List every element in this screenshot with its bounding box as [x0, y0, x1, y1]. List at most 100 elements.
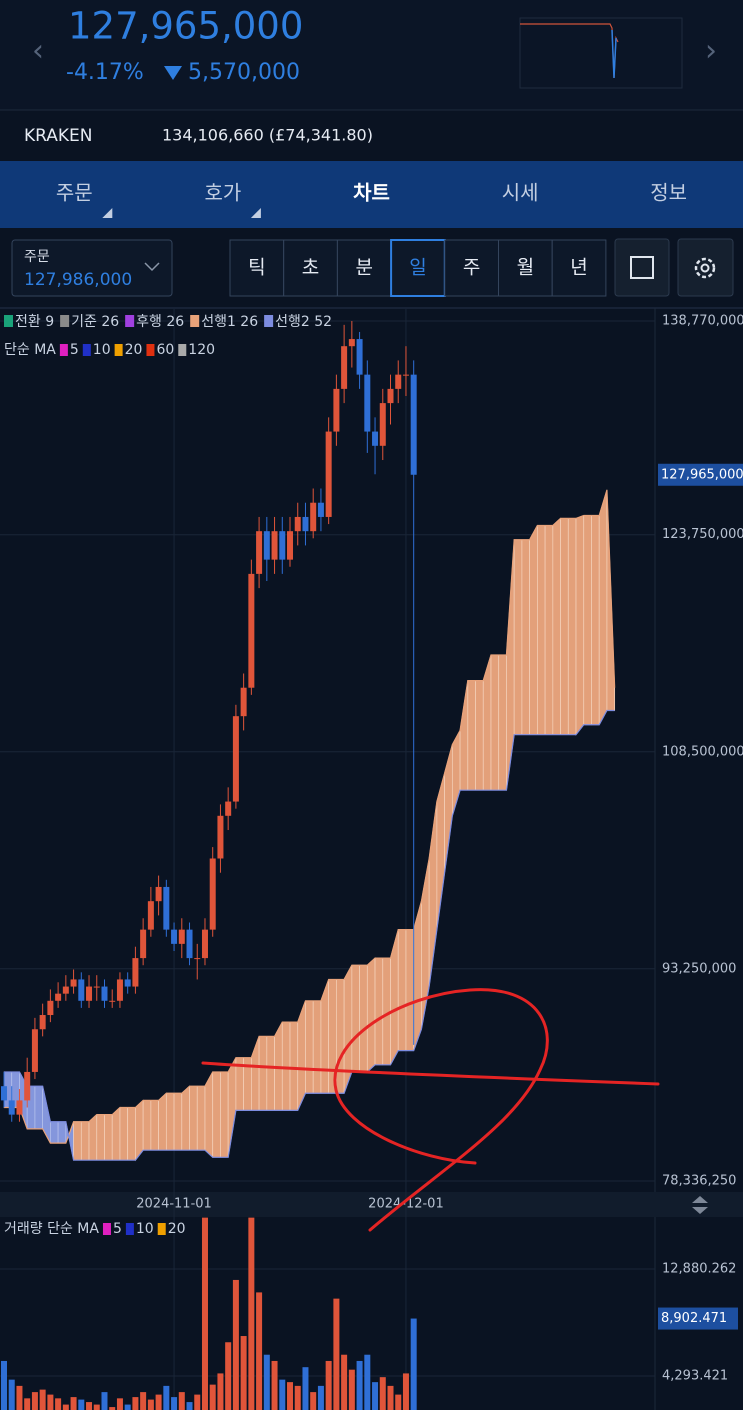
gear-icon [694, 257, 716, 279]
cloud-edge [4, 709, 615, 1161]
legend-title: 단순 MA [4, 342, 56, 358]
volume-bar [248, 1217, 255, 1410]
cloud-segment [165, 1092, 175, 1151]
settings-button[interactable] [677, 238, 734, 297]
candle-body [317, 502, 324, 517]
cloud-segment [73, 1121, 82, 1161]
period-button[interactable] [336, 239, 392, 297]
candle-body [364, 374, 371, 432]
down-icon [164, 66, 182, 80]
tab[interactable]: 차트 [353, 181, 390, 205]
dropdown-icon [144, 262, 160, 272]
candle-body [240, 687, 247, 717]
cloud-segment [583, 515, 592, 726]
candle-body [333, 388, 340, 432]
cloud-segment [281, 1021, 291, 1111]
prev-arrow[interactable]: ‹ [32, 34, 44, 69]
cloud-segment [181, 1085, 190, 1151]
cloud-segment [560, 518, 569, 736]
candle-body [279, 531, 286, 560]
cloud-segment [96, 1114, 105, 1161]
legend-swatch [125, 315, 135, 327]
volume-bar [194, 1394, 201, 1410]
cloud-segment [312, 1000, 322, 1094]
volume-tag [658, 1307, 738, 1330]
candle-body [1, 1086, 7, 1101]
volume-bar [101, 1392, 108, 1410]
candle-body [86, 986, 93, 1001]
candle-body [186, 929, 193, 959]
cloud-segment [173, 1092, 183, 1151]
volume-bar [39, 1389, 46, 1410]
tab[interactable]: 시세 [502, 181, 539, 205]
volume-bar [171, 1397, 178, 1410]
volume-bar [225, 1342, 232, 1410]
volume-bar [132, 1397, 139, 1410]
candle-body [109, 1000, 116, 1002]
period-button[interactable] [283, 239, 338, 297]
volume-bar [124, 1404, 131, 1410]
cloud-segment [57, 1121, 67, 1144]
volume-bar [116, 1398, 123, 1410]
cloud-segment [405, 929, 415, 1051]
candle-body [325, 431, 332, 517]
candle-body [271, 531, 278, 560]
period-button[interactable] [551, 239, 607, 297]
volume-bar [31, 1392, 38, 1410]
volume-bar [86, 1402, 93, 1410]
cloud-segment [150, 1100, 159, 1151]
annotation-loop [333, 988, 549, 1232]
volume-bar [387, 1385, 394, 1410]
period-button[interactable] [498, 239, 553, 297]
order-label: 주문 [24, 249, 50, 265]
candle-body [341, 346, 348, 389]
cloud-segment [111, 1106, 121, 1161]
cloud-segment [50, 1121, 59, 1144]
volume-bar [109, 1407, 116, 1410]
candle-body [379, 403, 386, 446]
cloud-segment [158, 1092, 167, 1151]
cloud-segment [591, 515, 600, 726]
candle-body [263, 531, 270, 560]
volume-bar [201, 1217, 208, 1410]
next-arrow[interactable]: › [705, 34, 717, 69]
order-box[interactable] [11, 239, 173, 297]
volume-bar [209, 1384, 216, 1410]
period-button[interactable] [390, 239, 446, 297]
legend-swatch [60, 315, 70, 327]
mini-chart[interactable] [519, 17, 683, 89]
date-bar [0, 1192, 743, 1217]
order-price: 127,986,000 [24, 270, 132, 290]
legend-label: 10 [93, 342, 111, 358]
legend-swatch [102, 1223, 111, 1235]
cloud-segment [397, 929, 407, 1051]
cloud-segment [336, 979, 345, 1094]
square-button[interactable] [614, 238, 670, 297]
legend-label: 전환 9 [15, 314, 54, 330]
volume-tag-label: 8,902.471 [661, 1311, 727, 1326]
annotation [201, 988, 660, 1232]
tab[interactable]: 주문 [56, 181, 93, 205]
legend-swatch [146, 344, 155, 356]
candle-body [310, 502, 317, 532]
tab[interactable]: 정보 [650, 181, 687, 205]
volume-bar [256, 1292, 263, 1410]
annotation-line [201, 1061, 660, 1086]
cloud-segment [490, 654, 500, 791]
candle-body [132, 958, 139, 987]
candle-body [55, 993, 62, 1001]
cloud-segment [444, 744, 453, 873]
cloud-segment [119, 1107, 129, 1161]
volume-bar [147, 1399, 154, 1410]
cloud-edge [4, 489, 616, 1144]
cloud-segment [552, 517, 561, 736]
tab[interactable]: 호가 [204, 181, 241, 205]
cloud-segment [598, 489, 608, 725]
candle-body [201, 929, 208, 959]
y-tick-label: 123,750,000 [662, 527, 743, 542]
resize-icon[interactable] [692, 1196, 708, 1214]
legend-swatch [125, 1223, 134, 1235]
candle-body [39, 1015, 46, 1030]
